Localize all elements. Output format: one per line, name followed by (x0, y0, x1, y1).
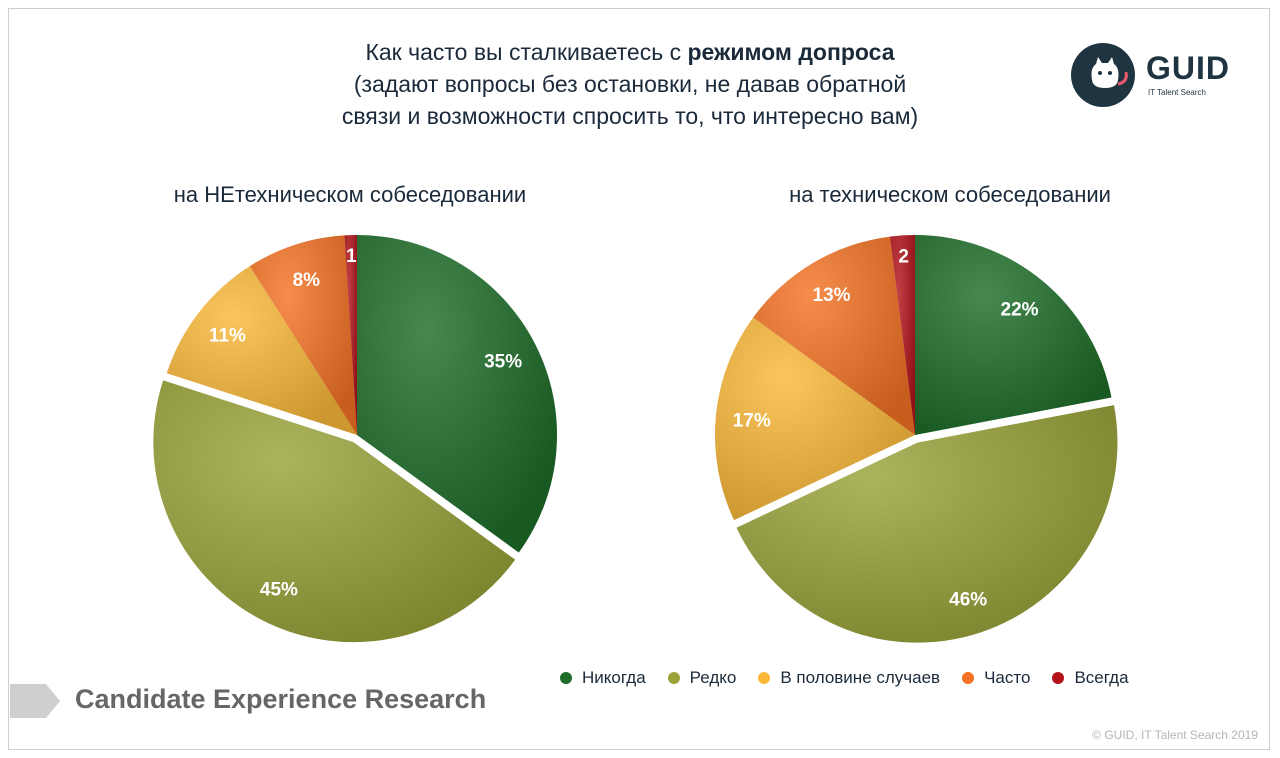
pie-slice-shade-rarely (736, 405, 1118, 643)
legend-label: Часто (984, 668, 1031, 687)
chart-title: Как часто вы сталкиваетесь с режимом доп… (250, 36, 1010, 132)
pie-slice-shade-often (249, 235, 357, 435)
pie-label-never: 35% (484, 352, 522, 373)
pie-slice-shade-half (714, 317, 915, 521)
pie-slice-shade-always (889, 235, 915, 435)
title-bold: режимом допроса (687, 39, 895, 65)
title-line-3: связи и возможности спросить то, что инт… (341, 103, 919, 129)
pie-label-always: 2 (898, 246, 909, 267)
pie-slice-shade-rarely (153, 380, 516, 643)
pie-slice-shade-never (357, 235, 557, 553)
title-line-2: (задают вопросы без остановки, не давав … (353, 71, 907, 97)
legend-item-half: В половине случаев (758, 668, 940, 688)
pie-slice-shade-half (166, 266, 357, 435)
legend-swatch (560, 672, 572, 684)
pie-label-rarely: 46% (949, 590, 987, 611)
legend-label: Никогда (582, 668, 646, 687)
pie-right-title: на техническом собеседовании (789, 182, 1111, 207)
guid-logo (1071, 43, 1135, 107)
legend-label: В половине случаев (780, 668, 941, 687)
pie-left-title: на НЕтехническом собеседовании (173, 182, 527, 207)
legend-item-often: Часто (962, 668, 1030, 688)
legend-swatch (758, 672, 771, 684)
chart-legend: Никогда Редко В половине случаев Часто В… (560, 668, 1151, 688)
pie-slice-shade-always (344, 235, 357, 435)
pie-label-half: 11% (209, 325, 246, 346)
footer-arrow-icon (10, 684, 60, 718)
pie-label-rarely: 45% (260, 579, 298, 600)
title-line-1: Как часто вы сталкиваетесь с режимом доп… (250, 36, 1010, 68)
slide-frame (8, 8, 1270, 750)
legend-item-always: Всегда (1052, 668, 1129, 688)
title-prefix: Как часто вы сталкиваетесь с (365, 39, 688, 65)
logo-tagline: IT Talent Search (1148, 88, 1206, 97)
legend-swatch (1052, 672, 1065, 684)
pie-label-often: 13% (813, 285, 851, 306)
pie-label-always: 1 (346, 246, 357, 267)
pie-slice-shade-often (753, 236, 915, 435)
legend-label: Всегда (1074, 668, 1129, 687)
pie-slice-shade-never (915, 235, 1112, 435)
pie-chart-technical: 22% 46% 17% 13% 2 (714, 235, 1118, 643)
footer-label: Candidate Experience Research (75, 684, 487, 714)
pie-label-often: 8% (293, 270, 321, 291)
logo-name: GUID (1146, 50, 1230, 86)
legend-swatch (962, 672, 975, 684)
legend-label: Редко (689, 668, 737, 687)
legend-item-never: Никогда (560, 668, 646, 688)
pie-label-half: 17% (733, 411, 771, 432)
legend-item-rarely: Редко (667, 668, 737, 688)
pie-chart-nontechnical: 35% 45% 11% 8% 1 (153, 235, 557, 643)
copyright: © GUID, IT Talent Search 2019 (1092, 728, 1258, 742)
legend-swatch (667, 672, 680, 684)
pie-label-never: 22% (1001, 300, 1039, 321)
